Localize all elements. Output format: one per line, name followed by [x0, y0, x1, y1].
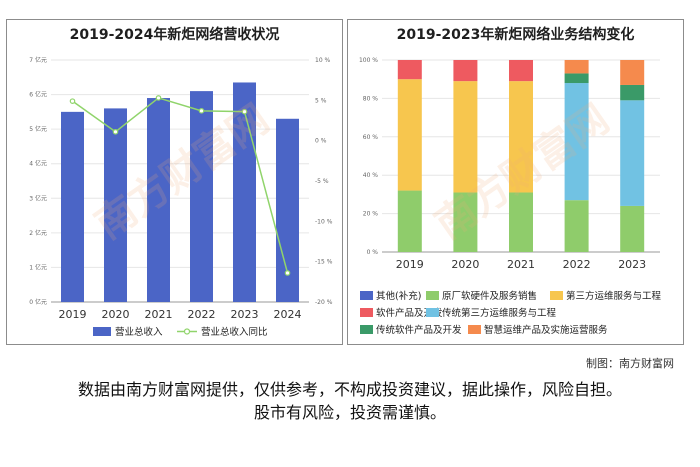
y-tick-label-right: 10 %	[315, 57, 331, 64]
y-tick-label-left: 5 亿元	[29, 125, 47, 133]
y-tick-label-right: -15 %	[315, 259, 333, 266]
x-tick-label: 2019	[59, 308, 87, 321]
legend-swatch	[360, 291, 373, 300]
y-tick-label: 100 %	[359, 57, 378, 64]
stack-segment	[620, 100, 645, 206]
legend-label: 智慧运维产品及实施运营服务	[484, 324, 608, 336]
x-tick-label: 2023	[231, 308, 259, 321]
stack-segment	[397, 79, 422, 191]
y-tick-label-right: 5 %	[315, 97, 327, 104]
structure-chart-title: 2019-2023年新炬网络业务结构变化	[396, 27, 635, 43]
revenue-bar	[147, 98, 170, 303]
y-tick-label-left: 4 亿元	[29, 160, 47, 168]
x-tick-label: 2021	[507, 258, 535, 271]
growth-point	[198, 108, 205, 114]
stack-segment	[509, 81, 533, 193]
y-tick-label: 20 %	[363, 211, 379, 218]
growth-point	[155, 95, 162, 101]
y-tick-label: 40 %	[363, 172, 379, 179]
revenue-bar	[233, 82, 256, 302]
growth-point	[284, 270, 291, 276]
stack-segment	[453, 60, 478, 82]
x-tick-label: 2019	[396, 258, 424, 271]
y-tick-label-left: 3 亿元	[29, 194, 47, 202]
legend-swatch	[550, 291, 563, 300]
x-tick-label: 2021	[145, 308, 173, 321]
stack-segment	[397, 190, 422, 252]
legend-label: 第三方运维服务与工程	[566, 290, 662, 302]
revenue-chart: 0 亿元 1 亿元 2 亿元 3 亿元 4 亿元 5 亿元 6 亿元 7 亿元 -20 % -15…	[29, 56, 333, 338]
y-tick-label-left: 7 亿元	[29, 56, 47, 64]
y-tick-label-left: 1 亿元	[29, 263, 47, 271]
legend-swatch-revenue	[93, 327, 111, 336]
legend-label-revenue: 营业总收入	[115, 326, 163, 338]
legend-swatch	[468, 325, 481, 334]
legend-label-growth: 营业总收入同比	[201, 326, 268, 338]
y-tick-label-left: 6 亿元	[29, 91, 47, 99]
legend-label: 传统软件产品及开发	[376, 324, 462, 336]
stack-segment	[620, 84, 645, 101]
x-tick-label: 2022	[563, 258, 591, 271]
stack-segment	[620, 60, 645, 85]
growth-point	[241, 108, 248, 115]
chart-credit: 制图：南方财富网	[586, 357, 674, 370]
y-tick-label: 60 %	[363, 134, 379, 141]
x-tick-label: 2024	[274, 308, 302, 321]
legend-swatch	[426, 308, 439, 317]
stack-segment	[564, 83, 589, 201]
structure-chart-panel: 2019-2023年新炬网络业务结构变化 0 % 20 % 40 % 60 % 80 %…	[347, 19, 684, 345]
legend-swatch-growth-marker	[183, 328, 191, 335]
y-tick-label-left: 2 亿元	[29, 229, 47, 237]
legend-label: 其他(补充)	[376, 290, 421, 302]
stack-segment	[453, 192, 478, 252]
stack-segment	[564, 73, 589, 84]
y-tick-label: 80 %	[363, 95, 379, 102]
stack-segment	[620, 205, 645, 252]
revenue-chart-title: 2019-2024年新炬网络营收状况	[69, 27, 280, 43]
revenue-bar	[190, 91, 213, 302]
stack-segment	[397, 60, 422, 80]
x-tick-label: 2020	[451, 258, 479, 271]
growth-point	[69, 98, 76, 104]
revenue-chart-panel: 2019-2024年新炬网络营收状况 0 亿元 1 亿元 2 亿元 3 亿元 4 亿元 5…	[6, 19, 343, 345]
legend-swatch	[360, 308, 373, 317]
stack-segment	[509, 192, 533, 252]
revenue-bar	[61, 111, 84, 302]
y-tick-label: 0 %	[367, 249, 379, 256]
revenue-bar	[104, 108, 127, 303]
disclaimer-line-2: 股市有风险，投资需谨慎。	[253, 403, 446, 422]
stack-segment	[564, 200, 589, 252]
stack-segment	[453, 81, 478, 193]
y-tick-label-left: 0 亿元	[29, 298, 47, 306]
y-tick-label-right: -20 %	[315, 299, 333, 306]
y-tick-label-right: -5 %	[315, 178, 329, 185]
x-tick-label: 2022	[188, 308, 216, 321]
disclaimer-line-1: 数据由南方财富网提供，仅供参考，不构成投资建议，据此操作，风险自担。	[77, 380, 622, 399]
y-tick-label-right: -10 %	[315, 218, 333, 225]
stack-segment	[564, 60, 589, 74]
x-tick-label: 2023	[618, 258, 646, 271]
y-tick-label-right: 0 %	[315, 138, 327, 145]
revenue-bar	[276, 118, 299, 303]
legend-label: 传统第三方运维服务与工程	[442, 307, 557, 319]
stack-segment	[509, 60, 533, 82]
legend-swatch	[360, 325, 373, 334]
structure-chart: 0 % 20 % 40 % 60 % 80 % 100 % 2019 2020 2021 2022…	[359, 57, 662, 336]
growth-line	[72, 97, 289, 274]
growth-point	[112, 128, 119, 135]
legend-swatch	[426, 291, 439, 300]
legend-label: 原厂软硬件及服务销售	[442, 290, 537, 302]
x-tick-label: 2020	[102, 308, 130, 321]
